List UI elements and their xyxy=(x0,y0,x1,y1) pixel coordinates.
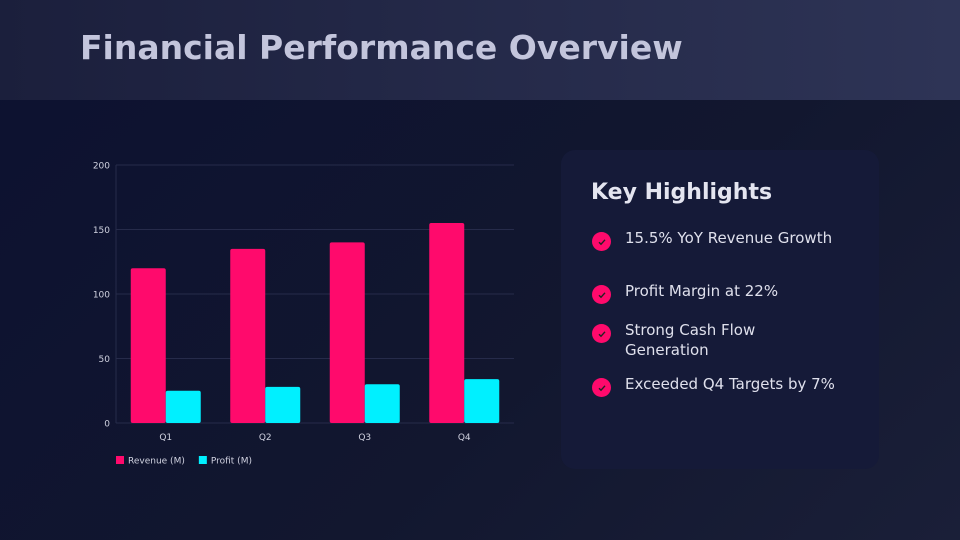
check-icon xyxy=(592,324,611,343)
highlights-card: Key Highlights 15.5% YoY Revenue Growth … xyxy=(561,150,879,469)
bar-revenue xyxy=(429,223,465,423)
legend-label: Revenue (M) xyxy=(128,457,185,467)
bar-revenue xyxy=(329,242,365,423)
highlight-text: Strong Cash Flow Generation xyxy=(625,321,756,359)
x-tick-label: Q3 xyxy=(358,433,371,443)
y-tick-label: 50 xyxy=(99,355,111,365)
y-tick-label: 200 xyxy=(93,162,110,172)
legend-swatch xyxy=(116,456,124,464)
bar-chart: 0 50 100 150 200 Q1 Q2 Q3 Q4 Revenue (M) Profit (M… xyxy=(93,162,514,467)
bar-revenue xyxy=(130,268,166,423)
legend-label: Profit (M) xyxy=(211,457,252,467)
bar-profit xyxy=(364,384,400,423)
highlight-text: Profit Margin at 22% xyxy=(625,282,779,300)
highlight-item: 15.5% YoY Revenue Growth xyxy=(592,228,845,251)
check-icon xyxy=(592,378,611,397)
x-tick-label: Q4 xyxy=(458,433,471,443)
highlight-item: Profit Margin at 22% xyxy=(592,281,845,304)
check-icon xyxy=(592,232,611,251)
bar-revenue xyxy=(230,248,266,423)
y-tick-label: 0 xyxy=(104,420,110,430)
highlight-item: Strong Cash Flow Generation xyxy=(592,320,795,360)
x-tick-label: Q2 xyxy=(259,433,272,443)
legend-swatch xyxy=(198,456,207,464)
highlight-text: Exceeded Q4 Targets by 7% xyxy=(625,375,835,393)
bar-profit xyxy=(165,390,201,423)
y-tick-label: 100 xyxy=(93,291,110,301)
bar-profit xyxy=(265,386,301,423)
highlight-text: 15.5% YoY Revenue Growth xyxy=(625,229,833,247)
bar-profit xyxy=(464,379,500,423)
page-title: Financial Performance Overview xyxy=(80,28,683,67)
y-tick-label: 150 xyxy=(93,226,110,236)
header-bar: Financial Performance Overview xyxy=(0,0,960,100)
highlights-title: Key Highlights xyxy=(591,180,773,205)
x-tick-label: Q1 xyxy=(159,433,172,443)
highlight-item: Exceeded Q4 Targets by 7% xyxy=(592,374,845,397)
check-icon xyxy=(592,285,611,304)
